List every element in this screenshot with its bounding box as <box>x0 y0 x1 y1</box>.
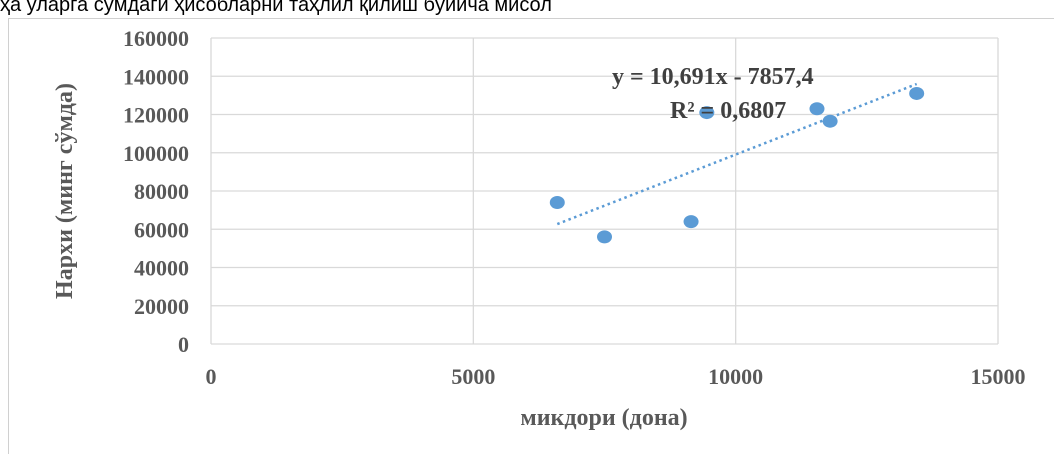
y-axis-title: Нархи (минг сўмда) <box>52 83 78 299</box>
y-tick-label-4: 80000 <box>134 179 189 204</box>
y-tick-label-7: 140000 <box>123 64 189 89</box>
data-point-0 <box>549 195 565 209</box>
x-tick-labels: 0 5000 10000 15000 <box>206 364 1026 389</box>
data-points <box>549 86 925 244</box>
data-point-6 <box>909 86 925 100</box>
data-point-4 <box>809 102 825 116</box>
page-top-text: ҳа уларга сўмдаги ҳисобларни таҳлил қили… <box>0 0 552 16</box>
trendline-group <box>556 82 918 226</box>
gridlines <box>210 37 999 345</box>
y-tick-label-3: 60000 <box>134 217 189 242</box>
data-point-3 <box>699 106 715 120</box>
x-tick-label-3: 15000 <box>971 364 1026 389</box>
data-point-2 <box>683 215 699 229</box>
y-tick-label-1: 20000 <box>134 294 189 319</box>
chart-frame <box>8 18 1054 454</box>
trendline <box>556 82 918 226</box>
x-tick-label-1: 5000 <box>451 364 495 389</box>
trendline-r2: R² = 0,6807 <box>670 98 786 124</box>
data-point-5 <box>822 114 838 128</box>
x-tick-label-2: 10000 <box>708 364 763 389</box>
data-point-1 <box>597 230 612 244</box>
trendline-equation: y = 10,691x - 7857,4 <box>612 64 814 90</box>
y-tick-label-2: 40000 <box>134 256 189 281</box>
y-tick-label-0: 0 <box>178 332 189 357</box>
y-tick-label-8: 160000 <box>123 26 189 51</box>
y-tick-label-6: 120000 <box>123 103 189 128</box>
x-tick-label-0: 0 <box>206 364 217 389</box>
y-tick-label-5: 100000 <box>123 141 189 166</box>
x-axis-title: микдори (дона) <box>520 405 687 431</box>
y-tick-labels: 0 20000 40000 60000 80000 100000 120000 140000 1… <box>123 26 189 357</box>
